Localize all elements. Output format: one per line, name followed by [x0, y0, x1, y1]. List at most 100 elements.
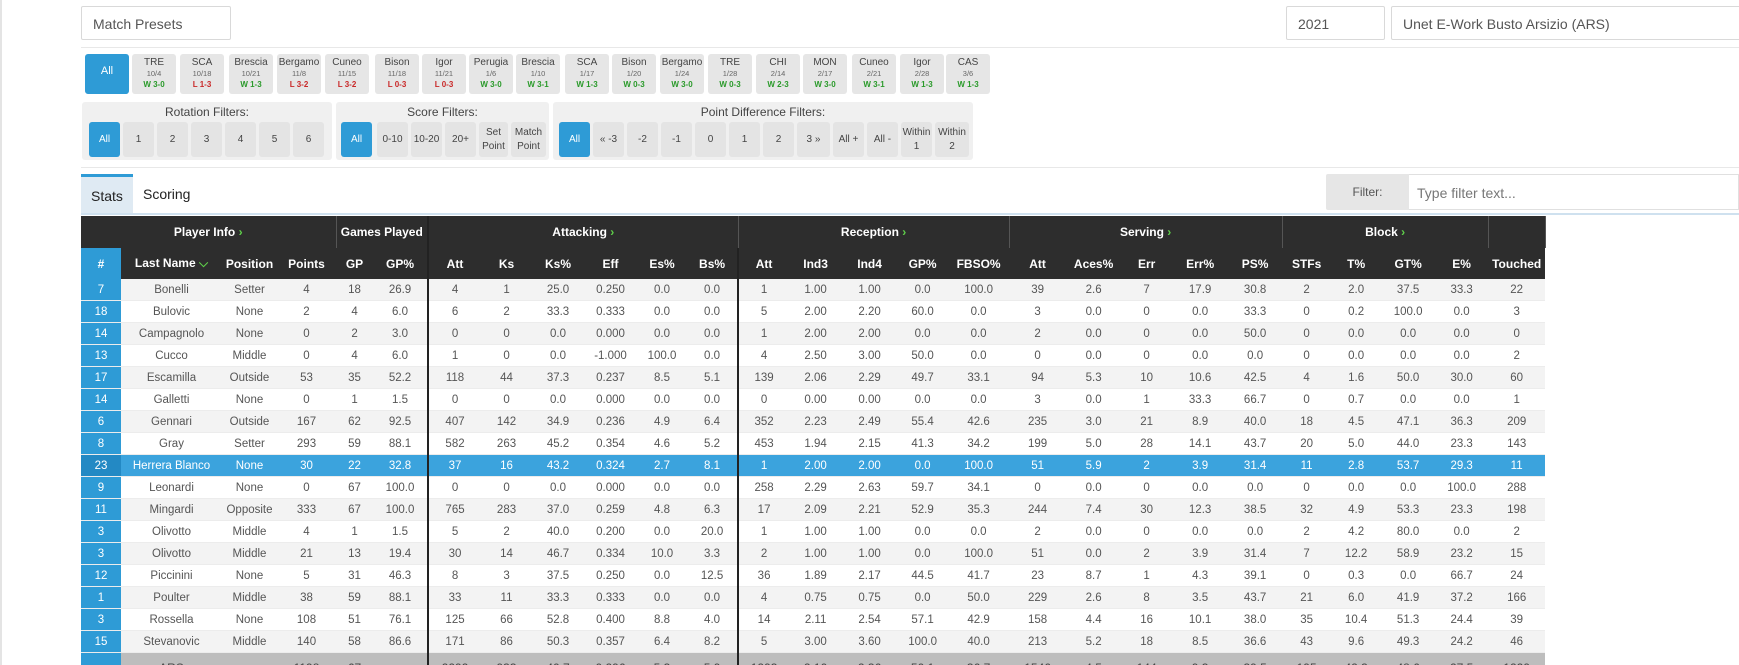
- point_diff-filter-button[interactable]: « -3: [593, 122, 624, 157]
- table-row[interactable]: 17 Escamilla Outside 53 35 52.2 118 44 37.3 0.237…: [81, 366, 1546, 389]
- rotation-filter-button[interactable]: 6: [293, 122, 324, 157]
- match-button[interactable]: CAS 3/6 W 1-3: [946, 54, 990, 94]
- match-all-button[interactable]: All: [85, 54, 129, 94]
- score-filter-button[interactable]: Match Point: [511, 122, 546, 157]
- table-row[interactable]: 23 Herrera Blanco None 30 22 32.8 37 16 43.2 0.32…: [81, 454, 1546, 477]
- point_diff-filter-button[interactable]: Within 1: [901, 122, 932, 157]
- table-row[interactable]: 15 Stevanovic Middle 140 58 86.6 171 86 50.3 0.35…: [81, 630, 1546, 653]
- match-button[interactable]: Igor 11/21 L 0-3: [422, 54, 466, 94]
- table-row[interactable]: 18 Bulovic None 2 4 6.0 6 2 33.3 0.333 0.0 0.0 5 2.00…: [81, 300, 1546, 323]
- column-header[interactable]: Err: [1121, 248, 1173, 279]
- column-header[interactable]: GP%: [373, 248, 430, 279]
- column-header[interactable]: E%: [1435, 248, 1489, 279]
- table-row[interactable]: 8 Gray Setter 293 59 88.1 582 263 45.2 0.354 4.6 5.…: [81, 432, 1546, 455]
- group-header[interactable]: Reception ›: [738, 216, 1010, 248]
- match-button[interactable]: Igor 2/28 W 1-3: [900, 54, 944, 94]
- column-header[interactable]: GT%: [1381, 248, 1436, 279]
- column-header[interactable]: Eff: [584, 248, 638, 279]
- column-header[interactable]: Touched: [1488, 248, 1546, 279]
- table-row[interactable]: 14 Galletti None 0 1 1.5 0 0 0.0 0.000 0.0 0.0 0 0.00…: [81, 388, 1546, 411]
- table-row[interactable]: 3 Olivotto Middle 4 1 1.5 5 2 40.0 0.200 0.0 20.0 1 1…: [81, 520, 1546, 543]
- column-header[interactable]: Aces%: [1066, 248, 1122, 279]
- match-button[interactable]: Brescia 10/21 W 1-3: [229, 54, 273, 94]
- column-header[interactable]: Ks: [481, 248, 533, 279]
- table-row[interactable]: 3 Rossella None 108 51 76.1 125 66 52.8 0.400 8.8 4…: [81, 608, 1546, 631]
- table-row[interactable]: 3 Olivotto Middle 21 13 19.4 30 14 46.7 0.334 10.0…: [81, 542, 1546, 565]
- match-button[interactable]: Bison 11/18 L 0-3: [375, 54, 419, 94]
- column-header[interactable]: GP: [336, 248, 374, 279]
- match-button[interactable]: Cuneo 11/15 L 3-2: [325, 54, 369, 94]
- table-row[interactable]: 13 Cucco Middle 0 4 6.0 1 0 0.0 -1.000 100.0 0.0 4 2.…: [81, 344, 1546, 367]
- table-row[interactable]: 6 Gennari Outside 167 62 92.5 407 142 34.9 0.236 4…: [81, 410, 1546, 433]
- rotation-filter-button[interactable]: 3: [191, 122, 222, 157]
- column-header[interactable]: Att: [428, 248, 482, 279]
- filter-input[interactable]: Type filter text...: [1409, 174, 1739, 210]
- table-row[interactable]: 7 Bonelli Setter 4 18 26.9 4 1 25.0 0.250 0.0 0.0 1 1…: [81, 279, 1546, 301]
- point_diff-filter-button[interactable]: All +: [833, 122, 864, 157]
- column-header[interactable]: Es%: [637, 248, 688, 279]
- rotation-filter-button[interactable]: 4: [225, 122, 256, 157]
- column-header[interactable]: T%: [1331, 248, 1382, 279]
- match-button[interactable]: Cuneo 2/21 W 3-1: [852, 54, 896, 94]
- rotation-filter-button[interactable]: All: [89, 122, 120, 157]
- team-select[interactable]: Unet E-Work Busto Arsizio (ARS): [1391, 6, 1739, 40]
- tab-scoring[interactable]: Scoring: [143, 186, 191, 202]
- column-header[interactable]: PS%: [1228, 248, 1283, 279]
- match-button[interactable]: SCA 1/17 W 1-3: [565, 54, 609, 94]
- column-header[interactable]: Ind4: [842, 248, 898, 279]
- match-button[interactable]: MON 2/17 W 3-0: [803, 54, 847, 94]
- score-filter-button[interactable]: 20+: [445, 122, 476, 157]
- table-row[interactable]: 12 Piccinini None 5 31 46.3 8 3 37.5 0.250 0.0 12.5…: [81, 564, 1546, 587]
- column-header[interactable]: Points: [277, 248, 337, 279]
- table-cell: 1.94: [789, 432, 843, 455]
- match-button[interactable]: Bergamo 1/24 W 3-0: [660, 54, 704, 94]
- match-button[interactable]: Bergamo 11/8 L 3-2: [277, 54, 321, 94]
- group-header[interactable]: Attacking ›: [428, 216, 739, 248]
- match-button[interactable]: TRE 10/4 W 3-0: [132, 54, 176, 94]
- match-presets-select[interactable]: Match Presets: [81, 6, 231, 40]
- point_diff-filter-button[interactable]: 3 »: [797, 122, 830, 157]
- score-filter-button[interactable]: 10-20: [411, 122, 442, 157]
- column-header[interactable]: Ks%: [532, 248, 585, 279]
- year-select[interactable]: 2021: [1286, 6, 1385, 40]
- point_diff-filter-button[interactable]: All: [559, 122, 590, 157]
- column-header[interactable]: #: [81, 248, 121, 279]
- score-filter-button[interactable]: All: [341, 122, 372, 157]
- table-row[interactable]: 14 Campagnolo None 0 2 3.0 0 0 0.0 0.000 0.0 0.0 1 2.…: [81, 322, 1546, 345]
- column-header[interactable]: Att: [738, 248, 790, 279]
- column-header[interactable]: Att: [1009, 248, 1067, 279]
- table-row[interactable]: 9 Leonardi None 0 67 100.0 0 0 0.0 0.000 0.0 0.0 258…: [81, 476, 1546, 499]
- point_diff-filter-button[interactable]: 0: [695, 122, 726, 157]
- rotation-filter-button[interactable]: 2: [157, 122, 188, 157]
- tab-stats[interactable]: Stats: [81, 174, 133, 214]
- group-header[interactable]: Player Info ›: [81, 216, 337, 248]
- column-header[interactable]: Ind3: [789, 248, 843, 279]
- point_diff-filter-button[interactable]: Within 2: [935, 122, 969, 157]
- rotation-filter-button[interactable]: 1: [123, 122, 154, 157]
- match-button[interactable]: Bison 1/20 W 0-3: [612, 54, 656, 94]
- column-header[interactable]: Last Name ⌵: [121, 248, 222, 279]
- column-header[interactable]: GP%: [897, 248, 949, 279]
- group-header[interactable]: Block ›: [1282, 216, 1489, 248]
- column-header[interactable]: Err%: [1172, 248, 1229, 279]
- table-row[interactable]: 1 Poulter Middle 38 59 88.1 33 11 33.3 0.333 0.0 0.…: [81, 586, 1546, 609]
- column-header[interactable]: Position: [222, 248, 277, 279]
- score-filter-button[interactable]: 0-10: [377, 122, 408, 157]
- match-button[interactable]: Perugia 1/6 W 3-0: [469, 54, 513, 94]
- match-button[interactable]: CHI 2/14 W 2-3: [756, 54, 800, 94]
- point_diff-filter-button[interactable]: All -: [867, 122, 898, 157]
- score-filter-button[interactable]: Set Point: [479, 122, 508, 157]
- rotation-filter-button[interactable]: 5: [259, 122, 290, 157]
- match-button[interactable]: TRE 1/28 W 0-3: [708, 54, 752, 94]
- point_diff-filter-button[interactable]: -1: [661, 122, 692, 157]
- match-button[interactable]: SCA 10/18 L 1-3: [180, 54, 224, 94]
- group-header[interactable]: Serving ›: [1009, 216, 1283, 248]
- column-header[interactable]: Bs%: [687, 248, 740, 279]
- table-row[interactable]: 11 Mingardi Opposite 333 67 100.0 765 283 37.0 0.…: [81, 498, 1546, 521]
- column-header[interactable]: FBSO%: [948, 248, 1010, 279]
- match-button[interactable]: Brescia 1/10 W 3-1: [516, 54, 560, 94]
- column-header[interactable]: STFs: [1282, 248, 1332, 279]
- point_diff-filter-button[interactable]: 1: [729, 122, 760, 157]
- point_diff-filter-button[interactable]: 2: [763, 122, 794, 157]
- point_diff-filter-button[interactable]: -2: [627, 122, 658, 157]
